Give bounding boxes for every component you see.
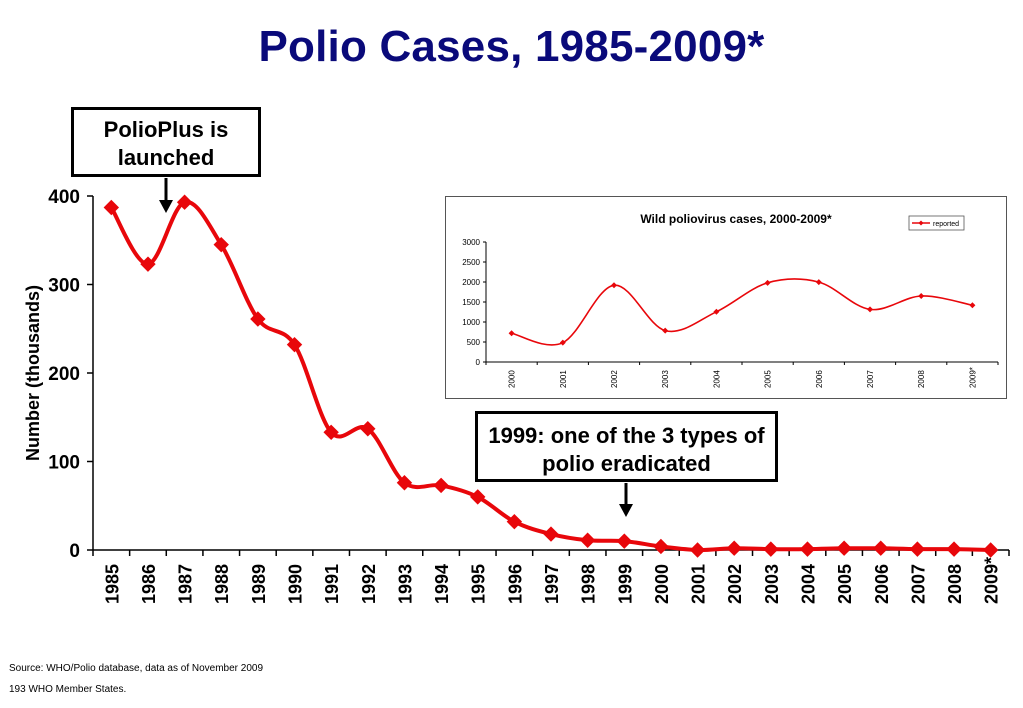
x-tick-label: 1999 [615, 564, 635, 604]
data-point [726, 540, 742, 556]
data-point [616, 533, 632, 549]
polioplus-arrow-head [159, 200, 173, 213]
y-tick-label: 400 [48, 187, 80, 208]
y-tick-label: 100 [48, 453, 80, 474]
data-point [470, 489, 486, 505]
source-footnote: Source: WHO/Polio database, data as of N… [9, 663, 264, 674]
data-point [836, 540, 852, 556]
inset-data-point [662, 327, 669, 334]
x-tick-label: 2005 [835, 564, 855, 604]
x-tick-label: 2001 [689, 564, 709, 604]
inset-data-point [969, 302, 976, 309]
inset-y-tick-label: 0 [476, 358, 481, 367]
x-tick-label: 1996 [505, 564, 525, 604]
x-tick-label: 2000 [652, 564, 672, 604]
inset-data-point [764, 279, 771, 286]
inset-y-tick-label: 500 [467, 338, 481, 347]
inset-y-tick-label: 2000 [462, 278, 480, 287]
inset-legend-marker [918, 220, 924, 226]
data-point [213, 236, 229, 253]
inset-x-tick-label: 2004 [712, 370, 721, 388]
x-tick-label: 1998 [579, 564, 599, 604]
x-tick-label: 2003 [762, 564, 782, 604]
x-tick-label: 2006 [872, 564, 892, 604]
inset-chart: Wild poliovirus cases, 2000-2009* 0 500 100… [445, 196, 1007, 399]
data-point [909, 541, 926, 557]
data-point [323, 424, 339, 441]
x-tick-label: 2002 [725, 564, 745, 604]
data-point [982, 542, 999, 558]
inset-data-point [559, 339, 566, 346]
inset-data-point [713, 308, 720, 315]
inset-x-tick-label: 2002 [610, 370, 619, 388]
inset-chart-svg: Wild poliovirus cases, 2000-2009* 0 500 100… [462, 212, 999, 388]
data-point [176, 194, 193, 210]
page-title: Polio Cases, 1985-2009* [258, 22, 765, 71]
x-tick-label: 1992 [359, 564, 379, 604]
x-tick-label: 1995 [469, 564, 489, 604]
data-point [543, 526, 559, 542]
inset-x-tick-label: 2005 [764, 370, 773, 388]
x-tick-label: 1994 [432, 564, 452, 604]
inset-data-point [611, 282, 617, 289]
x-tick-label: 1997 [542, 564, 562, 604]
x-tick-label: 1989 [249, 564, 269, 604]
x-tick-label: 2004 [798, 564, 818, 604]
data-point [689, 542, 706, 558]
data-point [360, 421, 376, 437]
x-tick-label: 1988 [212, 564, 232, 604]
y-tick-label: 0 [69, 541, 80, 562]
inset-x-tick-label: 2009* [968, 367, 977, 388]
inset-y-tick-label: 2500 [462, 258, 480, 267]
eradication-arrow-head [619, 504, 633, 517]
inset-x-tick-label: 2006 [815, 370, 824, 388]
data-point [250, 311, 266, 327]
x-tick-label: 2009* [982, 557, 1002, 604]
y-tick-label: 200 [48, 364, 80, 385]
inset-y-tick-label: 3000 [462, 238, 480, 247]
data-point [433, 477, 449, 494]
x-tick-label: 1987 [176, 564, 196, 604]
inset-legend-box [908, 215, 965, 231]
inset-y-tick-label: 1000 [462, 318, 480, 327]
x-tick-label: 1991 [322, 564, 342, 604]
data-point [873, 540, 889, 556]
data-point [396, 475, 413, 491]
polioplus-callout: PolioPlus is launched [71, 107, 261, 177]
data-point [140, 256, 156, 272]
inset-x-tick-label: 2008 [917, 370, 926, 388]
inset-x-tick-label: 2007 [866, 370, 875, 388]
y-tick-label: 300 [48, 276, 80, 297]
x-tick-label: 1990 [286, 564, 306, 604]
inset-data-point [815, 279, 822, 286]
x-tick-label: 1985 [102, 564, 122, 604]
inset-data-point [508, 330, 515, 337]
inset-title: Wild poliovirus cases, 2000-2009* [640, 212, 832, 226]
data-point [946, 541, 962, 557]
y-axis-title: Number (thousands) [23, 285, 43, 461]
inset-data-point [867, 306, 873, 313]
data-point [763, 541, 779, 557]
data-point [286, 336, 303, 353]
inset-data-point [918, 292, 925, 299]
inset-x-tick-label: 2003 [661, 370, 670, 388]
x-tick-label: 2008 [945, 564, 965, 604]
inset-legend-label: reported [933, 221, 959, 228]
x-tick-label: 2007 [908, 564, 928, 604]
inset-y-tick-label: 1500 [462, 298, 480, 307]
data-point [579, 532, 596, 548]
x-tick-label: 1993 [395, 564, 415, 604]
inset-x-tick-label: 2000 [508, 370, 517, 388]
members-footnote: 193 WHO Member States. [9, 684, 127, 695]
inset-series-line [511, 278, 973, 346]
eradication-callout: 1999: one of the 3 types of polio eradic… [475, 411, 778, 482]
inset-x-tick-label: 2001 [559, 370, 568, 388]
x-tick-label: 1986 [139, 564, 159, 604]
data-point [506, 513, 523, 530]
data-point [103, 199, 120, 216]
data-point [653, 538, 669, 555]
data-point [799, 541, 816, 557]
